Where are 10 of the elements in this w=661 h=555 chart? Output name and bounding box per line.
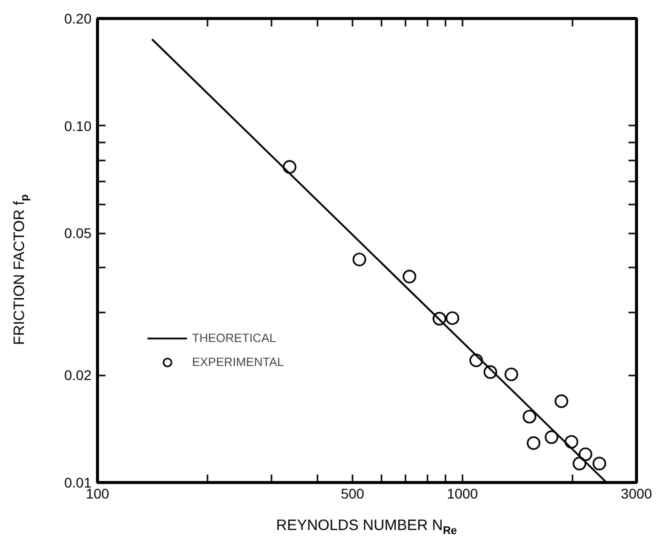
x-axis-title: REYNOLDS NUMBER N$_{Re}$ xyxy=(275,516,458,539)
x-tick-label: 3000 xyxy=(620,486,652,502)
y-tick-label: 0.02 xyxy=(64,367,92,384)
y-tick-label: 0.20 xyxy=(64,10,92,26)
legend-label: THEORETICAL xyxy=(192,331,276,345)
y-tick-label: 0.10 xyxy=(64,118,92,134)
x-tick-label: 1000 xyxy=(446,486,478,502)
y-tick-label: 0.05 xyxy=(64,225,92,242)
x-tick-label: 500 xyxy=(340,486,364,502)
legend-label: EXPERIMENTAL xyxy=(192,355,284,369)
